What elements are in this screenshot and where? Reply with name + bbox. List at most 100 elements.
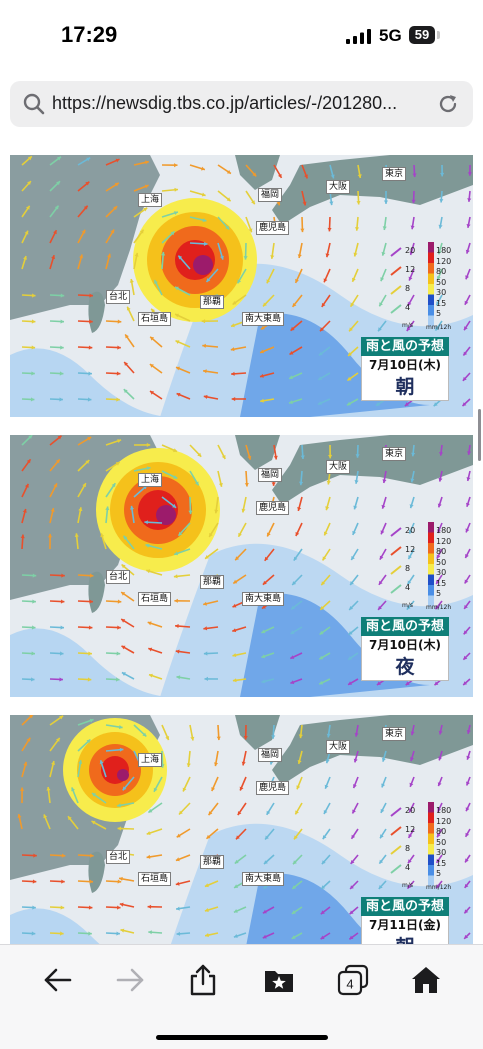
browser-toolbar: 4 <box>0 944 483 1049</box>
legend-rain-value: 15 <box>436 299 446 308</box>
legend-rain-unit: mm/12h <box>426 884 451 891</box>
legend-wind-value: 12 <box>405 545 415 554</box>
map-label-taipei: 台北 <box>106 570 130 584</box>
clock: 17:29 <box>61 22 117 48</box>
legend-rain-value: 5 <box>436 869 441 878</box>
forecast-caption: 雨と風の予想 7月11日(金) 朝 <box>361 897 449 944</box>
map-label-fukuoka: 福岡 <box>258 748 282 762</box>
legend-wind-value: 8 <box>405 564 410 573</box>
legend-rain-value: 80 <box>436 547 446 556</box>
map-label-osaka: 大阪 <box>326 180 350 194</box>
legend-rain-value: 30 <box>436 288 446 297</box>
legend-wind-value: 4 <box>405 303 410 312</box>
legend-rain-unit: mm/12h <box>426 604 451 611</box>
legend-wind-value: 8 <box>405 844 410 853</box>
legend-rain-value: 120 <box>436 537 451 546</box>
status-bar: 17:29 5G 59 <box>0 0 483 70</box>
legend-rain-value: 5 <box>436 309 441 318</box>
signal-icon <box>346 29 372 44</box>
map-label-osaka: 大阪 <box>326 740 350 754</box>
legend-rain-value: 180 <box>436 526 451 535</box>
forecast-title: 雨と風の予想 <box>361 337 449 356</box>
scroll-indicator[interactable] <box>478 409 481 461</box>
url-text[interactable]: https://newsdig.tbs.co.jp/articles/-/201… <box>52 93 422 114</box>
map-label-tokyo: 東京 <box>382 447 406 461</box>
map-label-shanghai: 上海 <box>138 473 162 487</box>
forecast-period: 朝 <box>361 934 449 944</box>
legend-wind-value: 20 <box>405 526 415 535</box>
forecast-caption: 雨と風の予想 7月10日(木) 朝 <box>361 337 449 401</box>
forecast-date: 7月10日(木) <box>361 356 449 374</box>
legend-wind-value: 4 <box>405 583 410 592</box>
tabs-count: 4 <box>346 977 353 992</box>
forward-arrow-icon[interactable] <box>114 963 148 997</box>
forecast-title: 雨と風の予想 <box>361 617 449 636</box>
legend-wind-value: 20 <box>405 806 415 815</box>
legend-rain-value: 50 <box>436 838 446 847</box>
map-label-tokyo: 東京 <box>382 727 406 741</box>
legend-rain-value: 80 <box>436 827 446 836</box>
legend-rain-value: 180 <box>436 246 451 255</box>
map-label-kagoshima: 鹿児島 <box>256 501 289 515</box>
forecast-date: 7月10日(木) <box>361 636 449 654</box>
map-label-taipei: 台北 <box>106 850 130 864</box>
legend-rain-value: 180 <box>436 806 451 815</box>
legend-rain-value: 50 <box>436 278 446 287</box>
legend-rain-value: 120 <box>436 257 451 266</box>
map-label-ishigaki: 石垣島 <box>138 872 171 886</box>
legend-wind-value: 12 <box>405 265 415 274</box>
forecast-period: 朝 <box>361 374 449 401</box>
map-label-naha: 那覇 <box>200 855 224 869</box>
tabs-icon[interactable]: 4 <box>336 963 370 997</box>
legend-rain-value: 50 <box>436 558 446 567</box>
legend-rain-value: 5 <box>436 589 441 598</box>
map-label-naha: 那覇 <box>200 575 224 589</box>
battery-icon: 59 <box>409 26 435 44</box>
map-label-kagoshima: 鹿児島 <box>256 221 289 235</box>
map-label-taipei: 台北 <box>106 290 130 304</box>
map-label-naha: 那覇 <box>200 295 224 309</box>
map-label-ishigaki: 石垣島 <box>138 592 171 606</box>
legend-rain-value: 80 <box>436 267 446 276</box>
reload-icon[interactable] <box>437 93 459 115</box>
home-icon[interactable] <box>409 963 443 997</box>
network-type: 5G <box>379 26 402 46</box>
map-label-minamidaito: 南大東島 <box>242 872 284 886</box>
map-label-minamidaito: 南大東島 <box>242 592 284 606</box>
legend-wind-value: 20 <box>405 246 415 255</box>
forecast-date: 7月11日(金) <box>361 916 449 934</box>
forecast-title: 雨と風の予想 <box>361 897 449 916</box>
legend-wind-value: 12 <box>405 825 415 834</box>
map-label-osaka: 大阪 <box>326 460 350 474</box>
share-icon[interactable] <box>186 963 220 997</box>
legend-rain-value: 15 <box>436 859 446 868</box>
map-label-fukuoka: 福岡 <box>258 468 282 482</box>
map-label-minamidaito: 南大東島 <box>242 312 284 326</box>
legend-wind-unit: m/s <box>402 602 413 609</box>
legend-wind-value: 4 <box>405 863 410 872</box>
back-arrow-icon[interactable] <box>40 963 74 997</box>
legend-wind-unit: m/s <box>402 322 413 329</box>
address-bar[interactable]: https://newsdig.tbs.co.jp/articles/-/201… <box>10 81 473 127</box>
map-label-fukuoka: 福岡 <box>258 188 282 202</box>
legend-rain-value: 30 <box>436 568 446 577</box>
map-label-tokyo: 東京 <box>382 167 406 181</box>
forecast-period: 夜 <box>361 654 449 681</box>
battery-tip <box>437 31 440 39</box>
legend-wind-value: 8 <box>405 284 410 293</box>
map-label-kagoshima: 鹿児島 <box>256 781 289 795</box>
legend-wind-unit: m/s <box>402 882 413 889</box>
legend-rain-value: 120 <box>436 817 451 826</box>
bookmarks-icon[interactable] <box>262 963 296 997</box>
map-label-ishigaki: 石垣島 <box>138 312 171 326</box>
forecast-caption: 雨と風の予想 7月10日(木) 夜 <box>361 617 449 681</box>
legend-rain-unit: mm/12h <box>426 324 451 331</box>
home-indicator <box>156 1035 328 1040</box>
map-label-shanghai: 上海 <box>138 193 162 207</box>
map-label-shanghai: 上海 <box>138 753 162 767</box>
